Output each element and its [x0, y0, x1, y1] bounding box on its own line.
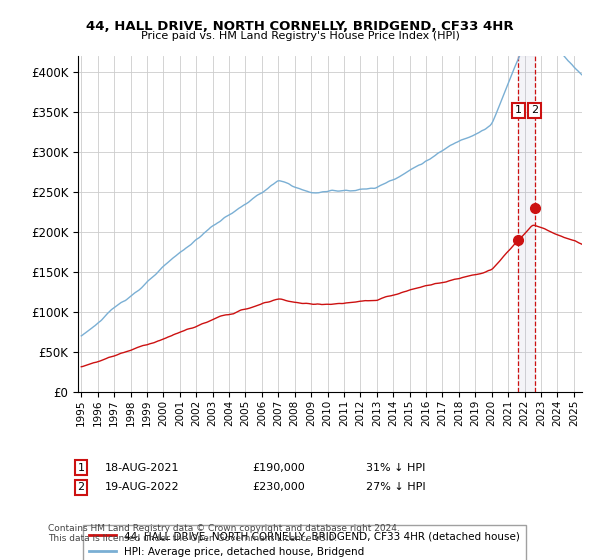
Bar: [518, 56, 535, 392]
Text: 19-AUG-2022: 19-AUG-2022: [105, 482, 179, 492]
Text: 31% ↓ HPI: 31% ↓ HPI: [366, 463, 425, 473]
Text: 2: 2: [531, 105, 538, 115]
Text: Contains HM Land Registry data © Crown copyright and database right 2024.
This d: Contains HM Land Registry data © Crown c…: [48, 524, 400, 543]
Legend: 44, HALL DRIVE, NORTH CORNELLY, BRIDGEND, CF33 4HR (detached house), HPI: Averag: 44, HALL DRIVE, NORTH CORNELLY, BRIDGEND…: [83, 525, 526, 560]
Text: 2: 2: [77, 482, 85, 492]
Text: £190,000: £190,000: [252, 463, 305, 473]
Text: £230,000: £230,000: [252, 482, 305, 492]
Text: 18-AUG-2021: 18-AUG-2021: [105, 463, 179, 473]
Text: 27% ↓ HPI: 27% ↓ HPI: [366, 482, 425, 492]
Text: 1: 1: [77, 463, 85, 473]
Text: 1: 1: [515, 105, 522, 115]
Text: 44, HALL DRIVE, NORTH CORNELLY, BRIDGEND, CF33 4HR: 44, HALL DRIVE, NORTH CORNELLY, BRIDGEND…: [86, 20, 514, 32]
Text: Price paid vs. HM Land Registry's House Price Index (HPI): Price paid vs. HM Land Registry's House …: [140, 31, 460, 41]
